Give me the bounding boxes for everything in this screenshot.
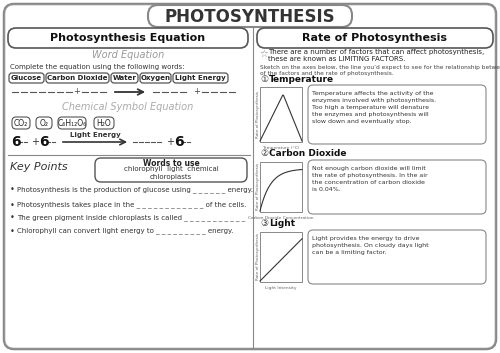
Text: Carbon Dioxide: Carbon Dioxide <box>47 75 108 81</box>
FancyBboxPatch shape <box>9 73 44 83</box>
Text: PHOTOSYNTHESIS: PHOTOSYNTHESIS <box>164 7 336 25</box>
Text: 6: 6 <box>11 135 20 149</box>
Bar <box>260 162 302 212</box>
Text: Photosynthesis takes place in the _ _ _ _ _ _ _ _ _ _ _ _ of the cells.: Photosynthesis takes place in the _ _ _ … <box>17 202 246 208</box>
Text: The green pigment inside chloroplasts is called _ _ _ _ _ _ _ _ _ _ _: The green pigment inside chloroplasts is… <box>17 215 245 221</box>
Text: ①: ① <box>260 76 268 84</box>
FancyBboxPatch shape <box>46 73 109 83</box>
Text: Water: Water <box>112 75 136 81</box>
FancyBboxPatch shape <box>94 117 114 129</box>
Text: +: + <box>31 137 39 147</box>
Text: CO₂: CO₂ <box>14 119 28 127</box>
Text: Rate of Photosynthesis: Rate of Photosynthesis <box>302 33 448 43</box>
Text: Carbon Dioxide Concentration: Carbon Dioxide Concentration <box>248 216 314 220</box>
Text: Chlorophyll can convert light energy to _ _ _ _ _ _ _ _ _ energy.: Chlorophyll can convert light energy to … <box>17 228 234 234</box>
Text: O₂: O₂ <box>40 119 48 127</box>
Text: ☆: ☆ <box>259 49 268 59</box>
FancyBboxPatch shape <box>8 28 248 48</box>
Text: chlorophyll  light  chemical
chloroplasts: chlorophyll light chemical chloroplasts <box>124 166 218 180</box>
FancyBboxPatch shape <box>111 73 138 83</box>
FancyBboxPatch shape <box>140 73 171 83</box>
Text: Carbon Dioxide: Carbon Dioxide <box>269 150 346 158</box>
Text: Sketch on the axes below, the line you’d expect to see for the relationship betw: Sketch on the axes below, the line you’d… <box>260 65 500 70</box>
Text: Word Equation: Word Equation <box>92 50 164 60</box>
Text: these are known as LIMITING FACTORS.: these are known as LIMITING FACTORS. <box>268 56 406 62</box>
Text: Photosynthesis Equation: Photosynthesis Equation <box>50 33 205 43</box>
Text: Light Energy: Light Energy <box>175 75 226 81</box>
Text: ③: ③ <box>260 220 268 228</box>
FancyBboxPatch shape <box>173 73 228 83</box>
FancyBboxPatch shape <box>308 160 486 214</box>
Text: +: + <box>74 88 80 96</box>
FancyBboxPatch shape <box>4 4 496 349</box>
Text: +: + <box>166 137 174 147</box>
FancyBboxPatch shape <box>5 5 495 348</box>
Text: C₆H₁₂O₆: C₆H₁₂O₆ <box>58 119 86 127</box>
Text: 6: 6 <box>174 135 184 149</box>
FancyBboxPatch shape <box>308 230 486 284</box>
Text: Temperature affects the activity of the
enzymes involved with photosynthesis.
To: Temperature affects the activity of the … <box>312 91 436 124</box>
Text: Light: Light <box>269 220 295 228</box>
Text: Complete the equation using the following words:: Complete the equation using the followin… <box>10 64 184 70</box>
Text: Temperature: Temperature <box>269 76 334 84</box>
Text: Temperature (°C): Temperature (°C) <box>262 146 300 150</box>
FancyBboxPatch shape <box>308 85 486 144</box>
Text: Light Energy: Light Energy <box>70 132 120 138</box>
Text: Photosynthesis is the production of glucose using _ _ _ _ _ _ energy.: Photosynthesis is the production of gluc… <box>17 187 253 193</box>
Bar <box>260 87 302 142</box>
Text: Oxygen: Oxygen <box>140 75 170 81</box>
Text: Light provides the energy to drive
photosynthesis. On cloudy days light
can be a: Light provides the energy to drive photo… <box>312 236 428 255</box>
Text: Key Points: Key Points <box>10 162 68 172</box>
Text: •: • <box>10 185 15 195</box>
FancyBboxPatch shape <box>58 117 86 129</box>
Text: •: • <box>10 227 15 235</box>
Text: +: + <box>194 88 200 96</box>
Text: 6: 6 <box>39 135 48 149</box>
Text: H₂O: H₂O <box>96 119 112 127</box>
Text: Light Intensity: Light Intensity <box>265 286 297 290</box>
FancyBboxPatch shape <box>95 158 247 182</box>
Text: ②: ② <box>260 150 268 158</box>
Text: of the factors and the rate of photosynthesis.: of the factors and the rate of photosynt… <box>260 71 394 76</box>
Text: There are a number of factors that can affect photosynthesis,: There are a number of factors that can a… <box>268 49 484 55</box>
Bar <box>260 232 302 282</box>
Text: Rate of Photosynthesis: Rate of Photosynthesis <box>256 233 260 281</box>
Text: Rate of Photosynthesis: Rate of Photosynthesis <box>256 163 260 210</box>
Text: •: • <box>10 214 15 222</box>
Text: Glucose: Glucose <box>11 75 42 81</box>
FancyBboxPatch shape <box>257 28 493 48</box>
FancyBboxPatch shape <box>148 5 352 27</box>
Text: Not enough carbon dioxide will limit
the rate of photosynthesis. In the air
the : Not enough carbon dioxide will limit the… <box>312 166 428 192</box>
Text: Words to use: Words to use <box>142 160 200 168</box>
FancyBboxPatch shape <box>36 117 52 129</box>
Text: Chemical Symbol Equation: Chemical Symbol Equation <box>62 102 194 112</box>
Text: •: • <box>10 201 15 209</box>
FancyBboxPatch shape <box>12 117 30 129</box>
Text: Rate of Photosynthesis: Rate of Photosynthesis <box>256 90 260 138</box>
